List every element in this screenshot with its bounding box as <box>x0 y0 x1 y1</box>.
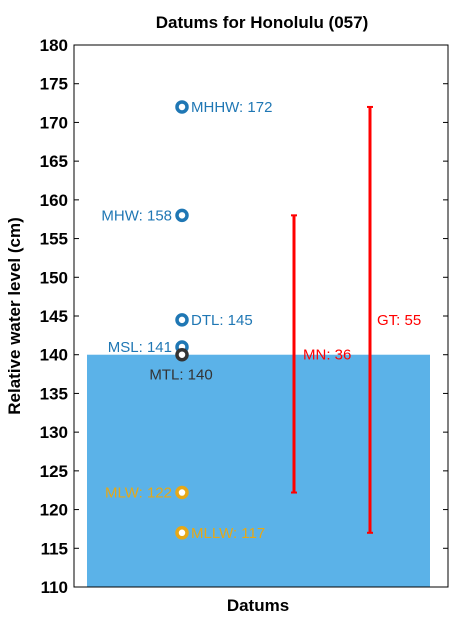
y-tick-label: 130 <box>40 423 68 442</box>
y-tick-label: 145 <box>40 307 68 326</box>
y-axis-label: Relative water level (cm) <box>5 217 24 414</box>
y-tick-label: 175 <box>40 75 68 94</box>
x-axis-label: Datums <box>227 596 289 615</box>
datum-label: MSL: 141 <box>108 339 172 356</box>
y-tick-label: 140 <box>40 346 68 365</box>
datum-point <box>175 313 189 327</box>
datum-label: MHW: 158 <box>101 207 172 224</box>
y-tick-label: 180 <box>40 36 68 55</box>
chart-title: Datums for Honolulu (057) <box>156 13 369 32</box>
y-tick-label: 150 <box>40 268 68 287</box>
y-tick-label: 160 <box>40 191 68 210</box>
datum-label: MLW: 122 <box>105 485 172 502</box>
y-tick-label: 170 <box>40 113 68 132</box>
datum-point <box>175 526 189 540</box>
water-level-fill <box>87 354 430 587</box>
y-tick-label: 125 <box>40 462 68 481</box>
datum-label: DTL: 145 <box>191 312 253 329</box>
datum-label: MTL: 140 <box>149 367 212 384</box>
datum-label: MHHW: 172 <box>191 99 272 116</box>
y-tick-label: 135 <box>40 384 68 403</box>
y-tick-label: 165 <box>40 152 68 171</box>
datum-point <box>175 100 189 114</box>
datum-label: MLLW: 117 <box>191 525 265 542</box>
range-label: GT: 55 <box>377 312 421 329</box>
y-tick-label: 120 <box>40 501 68 520</box>
y-tick-label: 155 <box>40 230 68 249</box>
datum-point <box>175 347 189 362</box>
range-label: MN: 36 <box>303 347 351 364</box>
datum-point <box>175 485 189 500</box>
y-tick-label: 110 <box>41 578 68 597</box>
datum-point <box>175 208 189 223</box>
y-tick-label: 115 <box>41 539 68 558</box>
